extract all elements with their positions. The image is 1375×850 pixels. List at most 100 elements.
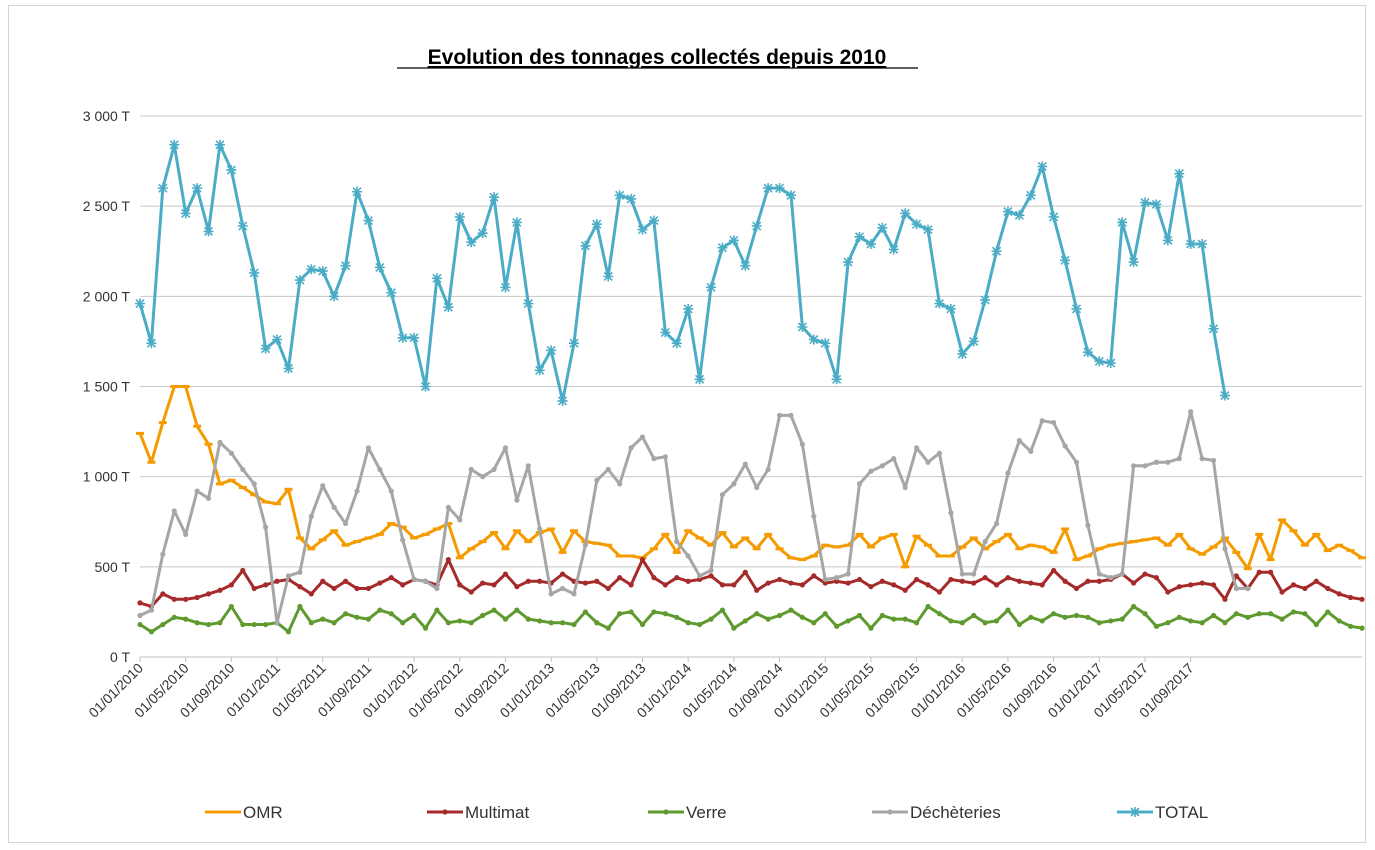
legend-marker xyxy=(1130,807,1140,817)
data-point-decheteries xyxy=(1016,438,1022,444)
y-tick-label: 500 T xyxy=(94,559,130,575)
data-point-multimat xyxy=(1233,573,1239,579)
data-point-verre xyxy=(400,620,406,626)
data-point-verre xyxy=(1336,618,1342,624)
data-point-decheteries xyxy=(662,454,668,460)
data-point-total xyxy=(808,334,819,345)
data-point-multimat xyxy=(1290,582,1297,588)
data-point-verre xyxy=(377,607,383,613)
data-point-verre xyxy=(434,607,440,613)
data-point-total xyxy=(740,260,751,271)
data-point-total xyxy=(1071,303,1082,314)
data-point-multimat xyxy=(297,584,303,590)
data-point-decheteries xyxy=(1210,457,1217,464)
data-point-decheteries xyxy=(468,466,474,473)
data-point-total xyxy=(865,239,876,250)
data-point-multimat xyxy=(137,600,143,606)
data-point-total xyxy=(1140,197,1151,208)
data-point-multimat xyxy=(457,582,463,588)
data-point-total xyxy=(169,139,180,150)
data-point-verre xyxy=(925,603,931,610)
data-point-verre xyxy=(1325,609,1331,615)
data-point-total xyxy=(146,338,157,349)
data-point-decheteries xyxy=(571,591,577,597)
data-point-decheteries xyxy=(137,612,143,619)
data-point-total xyxy=(637,224,648,235)
data-point-verre xyxy=(1210,612,1217,619)
data-point-multimat xyxy=(1268,569,1274,575)
data-point-total xyxy=(831,374,842,385)
data-point-decheteries xyxy=(480,474,486,480)
data-point-verre xyxy=(617,611,623,617)
data-point-verre xyxy=(776,612,783,619)
y-tick-label: 3 000 T xyxy=(83,108,131,124)
data-point-verre xyxy=(1233,611,1239,617)
data-point-total xyxy=(226,165,237,176)
data-point-multimat xyxy=(982,575,988,581)
data-point-verre xyxy=(993,618,1000,624)
data-point-decheteries xyxy=(217,439,223,446)
data-point-verre xyxy=(982,620,988,626)
data-point-decheteries xyxy=(582,542,589,548)
gridlines xyxy=(140,115,1362,658)
data-point-decheteries xyxy=(605,466,611,473)
data-point-multimat xyxy=(377,580,383,586)
data-point-decheteries xyxy=(685,553,691,559)
data-point-verre xyxy=(754,611,760,617)
data-point-multimat xyxy=(925,582,931,588)
data-point-total xyxy=(1219,390,1230,401)
data-point-verre xyxy=(411,612,417,619)
data-point-decheteries xyxy=(1096,571,1102,577)
data-point-total xyxy=(1037,161,1048,172)
data-point-decheteries xyxy=(856,481,863,487)
legend-item: Multimat xyxy=(427,803,530,822)
data-point-verre xyxy=(822,611,828,617)
legend-marker xyxy=(663,809,669,815)
data-point-verre xyxy=(228,603,234,610)
data-point-verre xyxy=(285,629,292,635)
data-point-total xyxy=(648,215,659,226)
data-point-decheteries xyxy=(628,445,634,451)
data-point-multimat xyxy=(1210,582,1217,588)
data-point-verre xyxy=(731,625,737,631)
data-point-total xyxy=(660,327,671,338)
data-point-multimat xyxy=(491,582,497,588)
data-point-multimat xyxy=(902,587,908,593)
data-point-total xyxy=(900,208,911,219)
y-tick-label: 2 500 T xyxy=(83,198,131,214)
data-point-decheteries xyxy=(388,488,394,494)
data-point-verre xyxy=(240,621,246,628)
data-point-total xyxy=(409,332,420,343)
data-point-decheteries xyxy=(936,450,943,456)
data-point-multimat xyxy=(1302,585,1308,592)
chart-title: Evolution des tonnages collectés depuis … xyxy=(428,46,887,69)
data-point-decheteries xyxy=(400,537,406,543)
data-point-total xyxy=(706,282,717,293)
data-point-multimat xyxy=(331,585,337,592)
data-point-decheteries xyxy=(228,450,234,456)
data-point-multimat xyxy=(1039,582,1045,588)
data-point-decheteries xyxy=(674,538,680,545)
data-point-decheteries xyxy=(925,459,931,465)
data-point-verre xyxy=(422,625,429,631)
data-point-total xyxy=(1117,217,1128,228)
data-point-multimat xyxy=(605,585,611,592)
data-point-multimat xyxy=(537,578,543,584)
data-point-verre xyxy=(662,611,668,617)
data-point-decheteries xyxy=(240,466,246,473)
data-point-multimat xyxy=(594,578,600,584)
data-point-decheteries xyxy=(1199,456,1205,462)
legend-item: Verre xyxy=(648,803,727,822)
data-point-verre xyxy=(320,616,326,622)
data-point-verre xyxy=(1153,623,1160,629)
data-point-decheteries xyxy=(913,445,920,451)
data-point-decheteries xyxy=(342,520,349,527)
data-point-decheteries xyxy=(639,434,646,440)
data-point-decheteries xyxy=(457,517,463,523)
data-point-total xyxy=(260,343,271,354)
data-point-total xyxy=(534,365,545,376)
data-point-verre xyxy=(365,616,372,622)
data-point-multimat xyxy=(971,580,977,586)
data-point-total xyxy=(911,219,922,230)
